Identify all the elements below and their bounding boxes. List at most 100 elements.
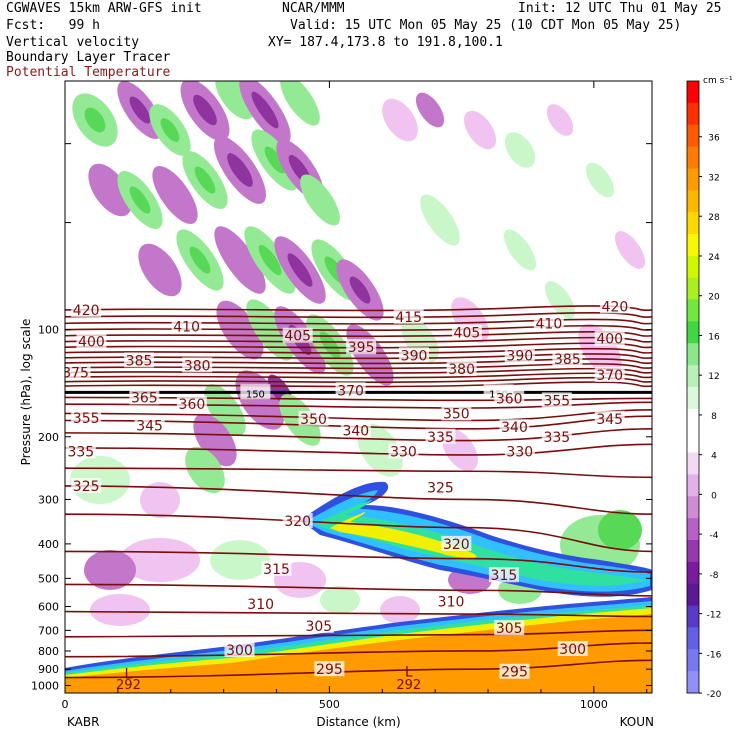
isentrope-label-bg [399, 347, 430, 363]
potential-temperature-contours: 420 415 420 410 405 410 400 405 400 395 385 380 390 3… [65, 298, 652, 693]
isentrope-label: 330 [506, 445, 533, 461]
isentrope-line [65, 409, 652, 422]
colorbar-swatch [687, 277, 699, 301]
isentrope-label-bg [599, 298, 630, 314]
isentrope-label: 345 [596, 412, 623, 428]
isentrope-label: 295 [501, 665, 528, 681]
colorbar-tick-label: 20 [708, 293, 720, 303]
isentrope-label-bg [446, 361, 477, 377]
isentrope-label: 405 [284, 329, 311, 345]
colorbar-swatch [687, 234, 699, 257]
isentrope-label: 380 [448, 362, 475, 378]
isentrope-label: 390 [401, 348, 428, 364]
isentrope-label: 335 [67, 445, 94, 461]
x-tick-label: 0 [62, 698, 69, 711]
colorbar-swatch [687, 102, 699, 126]
isentrope-label-bg [261, 560, 292, 576]
colorbar-tick-label: 24 [708, 253, 720, 263]
colorbar-swatch [687, 605, 699, 628]
isentrope-label: 320 [443, 537, 470, 553]
colorbar-swatch [687, 124, 699, 148]
colorbar-tick-label: 8 [711, 412, 717, 422]
colorbar-swatch [687, 212, 699, 235]
y-tick-label: 300 [38, 493, 59, 506]
isentrope-label-bg [224, 642, 255, 658]
isentrope-label-bg [552, 351, 583, 367]
isentrope-line [65, 485, 652, 515]
isentrope-line [65, 312, 652, 319]
colorbar-tick-label: 16 [708, 332, 720, 342]
tropopause-label-bg [240, 384, 271, 400]
isentrope-line [65, 629, 652, 638]
isentrope-label-bg [504, 347, 535, 363]
colorbar-swatch [687, 540, 699, 563]
isentrope-label-bg [346, 339, 377, 355]
isentrope-label: 415 [395, 310, 422, 326]
isentrope-line [65, 467, 652, 479]
cross-section-endpoints: XY= 187.4,173.8 to 191.8,100.1 [268, 35, 503, 50]
right-station-label: KOUN [620, 715, 654, 729]
isentrope-label: 350 [300, 412, 327, 428]
colorbar-swatch [687, 627, 699, 650]
colorbar-swatch [687, 321, 699, 344]
isentrope-label: 385 [554, 352, 581, 368]
forecast-hour: Fcst: 99 h [6, 18, 100, 33]
isentrope-label-bg [340, 422, 371, 438]
y-tick-label: 900 [38, 663, 59, 676]
isentrope-line [65, 305, 652, 312]
colorbar-tick-label: -20 [707, 690, 722, 700]
colorbar-swatch [687, 343, 699, 366]
colorbar-tick-label: 32 [708, 173, 719, 183]
valid-time: Valid: 15 UTC Mon 05 May 25 (10 CDT Mon … [290, 18, 682, 33]
isentrope-label-bg [282, 327, 313, 343]
colorbar-swatch [687, 146, 699, 169]
isentrope-label-bg [499, 663, 530, 679]
isentrope-label: 395 [348, 340, 375, 356]
isentrope-label-bg [451, 324, 482, 340]
y-tick-label: 800 [38, 645, 59, 658]
colorbar-tick-label: 4 [711, 452, 717, 462]
colorbar-swatch [687, 190, 699, 213]
isentrope-line [65, 353, 652, 360]
surface-theta-label: 292 [116, 678, 141, 693]
isentrope-label-bg [314, 661, 345, 677]
isentrope-label: 305 [496, 621, 523, 637]
colorbar-tick-label: -4 [710, 531, 719, 541]
isentrope-label: 370 [337, 383, 364, 399]
isentrope-label: 390 [506, 348, 533, 364]
colorbar: cm s⁻¹ 36 32 28 24 20 16 12 8 4 0 -4 -8 -12 -16 -20 [686, 76, 733, 700]
isentrope-label: 355 [73, 411, 100, 427]
colorbar-swatch [687, 583, 699, 607]
isentrope-line [65, 659, 652, 679]
isentrope-line [65, 381, 652, 388]
isentrope-label: 400 [596, 332, 623, 348]
isentrope-label: 330 [390, 445, 417, 461]
y-axis-label: Pressure (hPa), log scale [19, 319, 33, 466]
isentrope-label-bg [335, 382, 366, 398]
isentrope-label-bg [441, 535, 472, 551]
colorbar-tick-label: 36 [708, 134, 720, 144]
isentrope-label-bg [499, 419, 530, 435]
isentrope-label-bg [393, 308, 424, 324]
isentrope-label-bg [176, 396, 207, 412]
isentrope-label: 380 [184, 358, 211, 374]
colorbar-swatch [687, 387, 699, 410]
isentrope-label-bg [488, 567, 519, 583]
plot-area: 420 415 420 410 405 410 400 405 400 395 385 380 390 3… [65, 81, 652, 693]
isentrope-label-bg [533, 315, 564, 331]
surface-theta-label: 292 [396, 678, 421, 693]
isentrope-label: 340 [342, 423, 369, 439]
colorbar-swatch [687, 452, 699, 475]
isentrope-label: 335 [427, 430, 454, 446]
init-time: Init: 12 UTC Thu 01 May 25 [518, 1, 722, 16]
isentrope-label: 400 [78, 335, 105, 351]
y-tick-label: 1000 [31, 679, 59, 692]
y-tick-label: 200 [38, 431, 59, 444]
isentrope-label-bg [425, 428, 456, 444]
isentrope-label-bg [425, 479, 456, 495]
colorbar-tick-label: -12 [707, 611, 722, 621]
x-tick-label: 500 [319, 698, 340, 711]
low-marker: L [125, 666, 133, 682]
center-label: NCAR/MMM [282, 1, 345, 16]
